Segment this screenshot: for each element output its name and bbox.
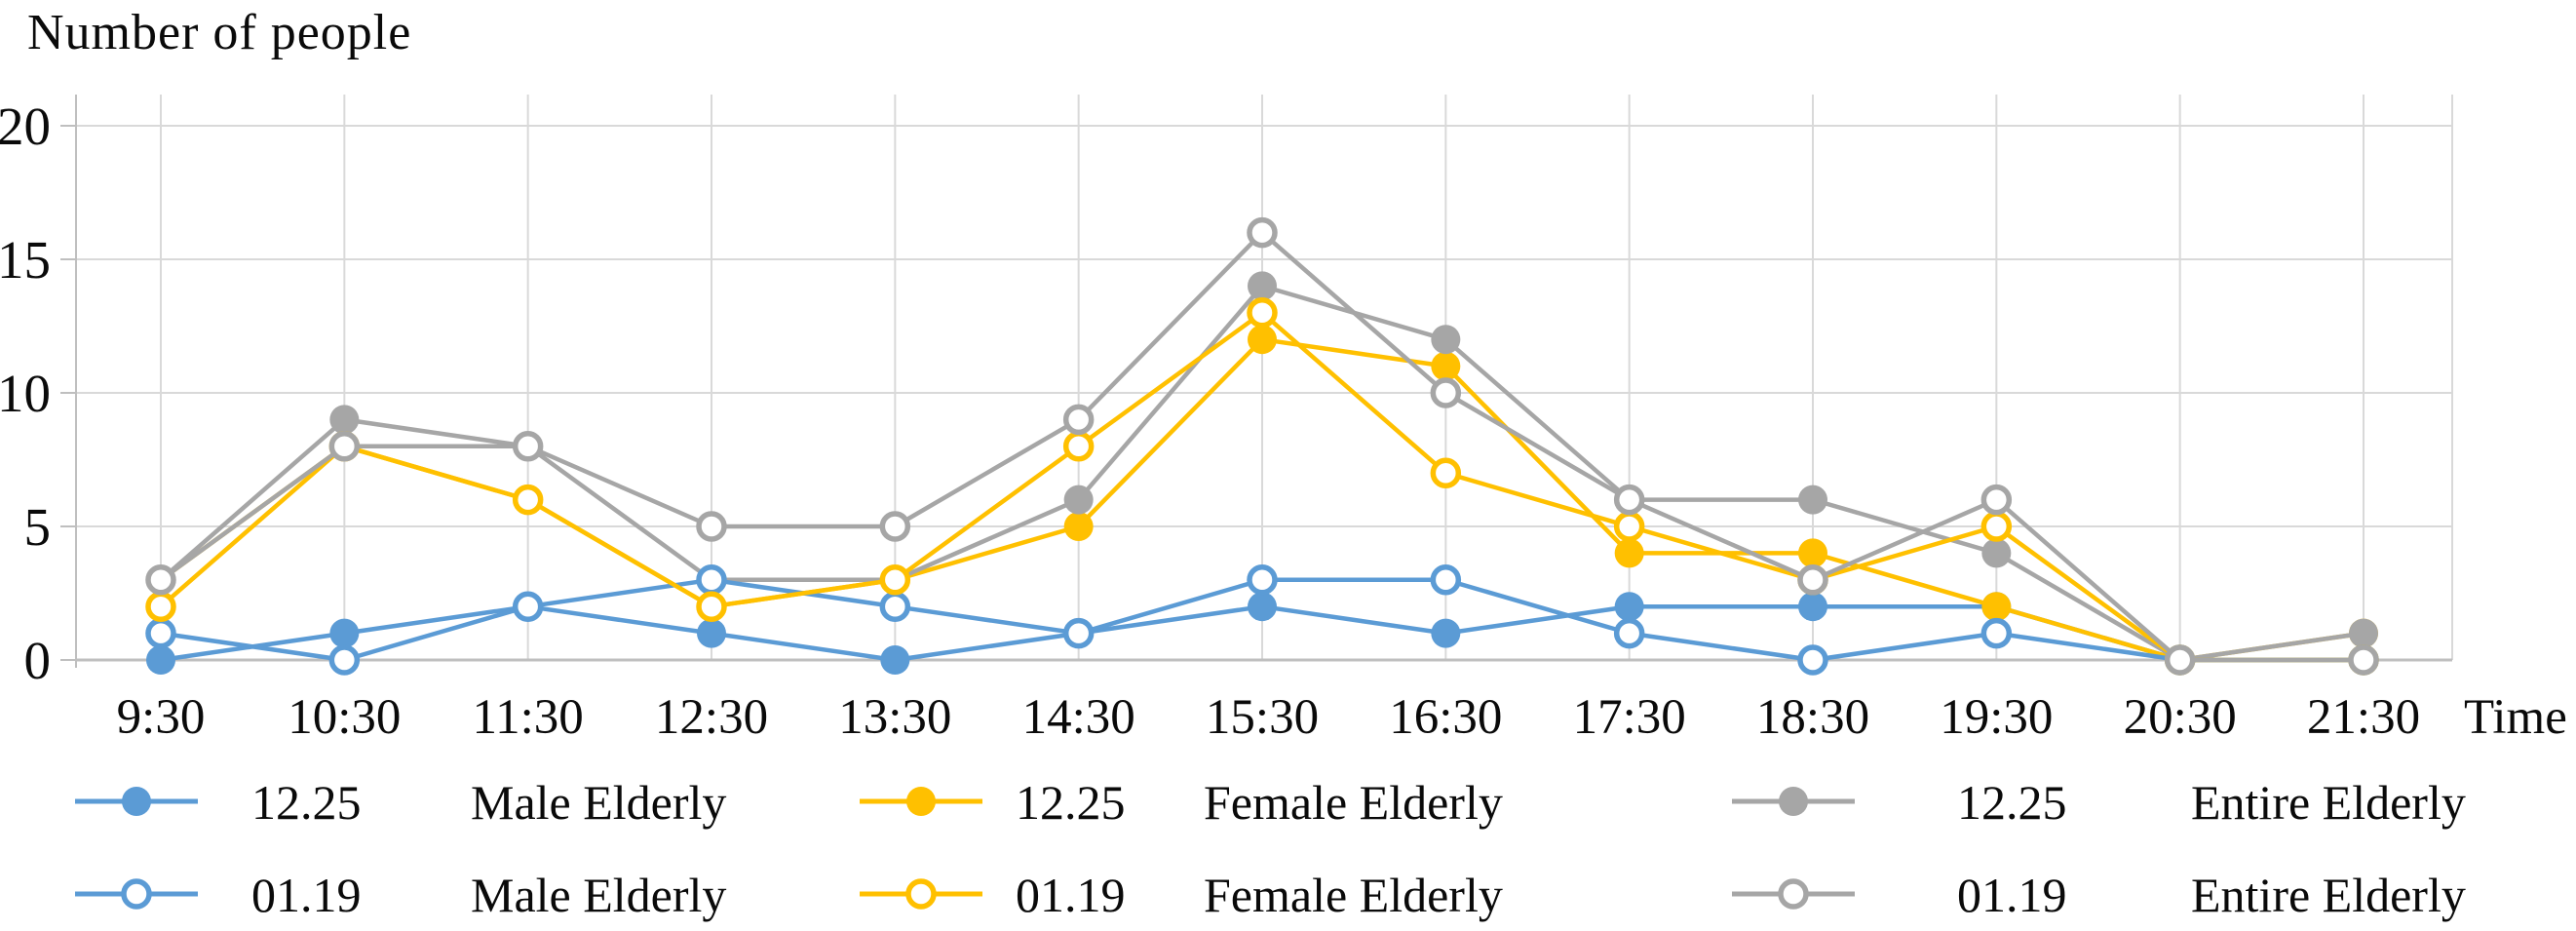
data-point-marker-open xyxy=(2348,644,2379,676)
data-point-marker-filled xyxy=(1981,538,2012,568)
data-point-marker-filled xyxy=(696,618,726,648)
x-tick-label: 9:30 xyxy=(117,690,206,745)
data-point-marker-open xyxy=(1613,484,1645,516)
chart-title: Number of people xyxy=(27,5,412,60)
data-point-marker-open xyxy=(1980,617,2013,649)
legend-series-date: 01.19 xyxy=(1016,868,1126,922)
data-point-marker-filled xyxy=(1797,538,1827,568)
legend-marker-01-19-entire-elderly xyxy=(1732,878,1855,910)
x-tick-label: 11:30 xyxy=(473,690,584,745)
y-tick-label: 20 xyxy=(0,97,51,156)
data-point-marker-filled xyxy=(1431,618,1461,648)
legend-marker-01-19-female-elderly xyxy=(860,878,982,910)
data-point-marker-filled xyxy=(1247,325,1277,355)
data-point-marker-open xyxy=(1247,297,1278,329)
data-point-marker-open xyxy=(1430,377,1462,408)
data-point-marker-open xyxy=(512,431,544,462)
data-point-marker-open xyxy=(512,484,544,516)
data-point-marker-filled xyxy=(1431,325,1461,355)
data-point-marker-open xyxy=(1247,216,1278,249)
legend-series-name: Male Elderly xyxy=(471,868,727,922)
legend-marker-circle xyxy=(122,787,151,816)
legend-marker-12-25-male-elderly xyxy=(75,787,198,816)
data-point-marker-open xyxy=(1430,457,1462,488)
data-point-marker-filled xyxy=(329,618,360,648)
legend-marker-circle xyxy=(1778,878,1809,910)
data-point-marker-filled xyxy=(329,405,360,435)
legend-marker-circle xyxy=(905,878,937,910)
legend-series-date: 01.19 xyxy=(251,868,362,922)
data-point-marker-open xyxy=(879,564,911,596)
x-tick-label: 15:30 xyxy=(1206,690,1319,745)
legend-marker-circle xyxy=(1779,787,1808,816)
data-point-marker-open xyxy=(879,511,911,542)
x-tick-label: 19:30 xyxy=(1940,690,2053,745)
legend-marker-circle xyxy=(121,878,152,910)
data-point-marker-filled xyxy=(1614,592,1644,622)
legend-marker-12-25-entire-elderly xyxy=(1732,787,1855,816)
legend-marker-circle xyxy=(906,787,936,816)
data-point-marker-filled xyxy=(146,645,175,675)
data-point-marker-filled xyxy=(2348,618,2378,648)
data-point-marker-open xyxy=(696,511,727,542)
legend-marker-01-19-male-elderly xyxy=(75,878,198,910)
data-point-marker-filled xyxy=(1247,592,1277,622)
legend-marker-12-25-female-elderly xyxy=(860,787,982,816)
data-point-marker-open xyxy=(1247,564,1278,596)
legend-series-name: Male Elderly xyxy=(471,775,727,830)
data-point-marker-open xyxy=(1613,617,1645,649)
legend-series-name: Female Elderly xyxy=(1204,775,1503,830)
data-point-marker-open xyxy=(1430,564,1462,596)
y-tick-label: 5 xyxy=(24,497,52,557)
y-tick-label: 10 xyxy=(0,364,51,423)
data-point-marker-filled xyxy=(1797,485,1827,515)
data-point-marker-open xyxy=(328,431,361,462)
data-point-marker-filled xyxy=(1614,538,1644,568)
data-point-marker-open xyxy=(1980,484,2013,516)
legend-series-name: Entire Elderly xyxy=(2191,868,2466,922)
x-tick-label: 12:30 xyxy=(655,690,768,745)
data-point-marker-open xyxy=(1062,404,1095,436)
legend-series-date: 12.25 xyxy=(1016,775,1126,830)
data-point-marker-open xyxy=(1797,564,1828,596)
x-tick-label: 10:30 xyxy=(288,690,401,745)
legend-series-name: Female Elderly xyxy=(1204,868,1503,922)
data-point-marker-filled xyxy=(1797,592,1827,622)
y-tick-label: 15 xyxy=(0,230,51,290)
y-tick-label: 0 xyxy=(24,631,52,690)
legend-series-date: 12.25 xyxy=(1957,775,2067,830)
legend-series-name: Entire Elderly xyxy=(2191,775,2466,830)
data-point-marker-open xyxy=(1062,617,1095,649)
data-point-marker-filled xyxy=(1247,271,1277,301)
data-point-marker-open xyxy=(328,644,361,676)
x-tick-label: 18:30 xyxy=(1756,690,1869,745)
data-point-marker-open xyxy=(1797,644,1828,676)
data-point-marker-open xyxy=(2164,644,2196,676)
data-point-marker-filled xyxy=(1063,485,1094,515)
x-tick-label: 21:30 xyxy=(2307,690,2420,745)
x-tick-label: 14:30 xyxy=(1022,690,1135,745)
data-point-marker-open xyxy=(696,591,727,622)
x-tick-label: 13:30 xyxy=(838,690,951,745)
data-point-marker-filled xyxy=(880,645,910,675)
data-point-marker-open xyxy=(512,591,544,622)
x-axis-title: Time xyxy=(2464,690,2567,745)
x-tick-label: 16:30 xyxy=(1389,690,1502,745)
x-tick-label: 20:30 xyxy=(2124,690,2237,745)
data-point-marker-filled xyxy=(1431,351,1461,381)
series-01-19-entire-elderly xyxy=(145,216,2379,676)
legend-series-date: 12.25 xyxy=(251,775,362,830)
legend-series-date: 01.19 xyxy=(1957,868,2067,922)
data-point-marker-open xyxy=(145,564,176,596)
data-point-marker-filled xyxy=(1063,512,1094,541)
x-tick-label: 17:30 xyxy=(1573,690,1686,745)
data-point-marker-filled xyxy=(1981,592,2012,622)
